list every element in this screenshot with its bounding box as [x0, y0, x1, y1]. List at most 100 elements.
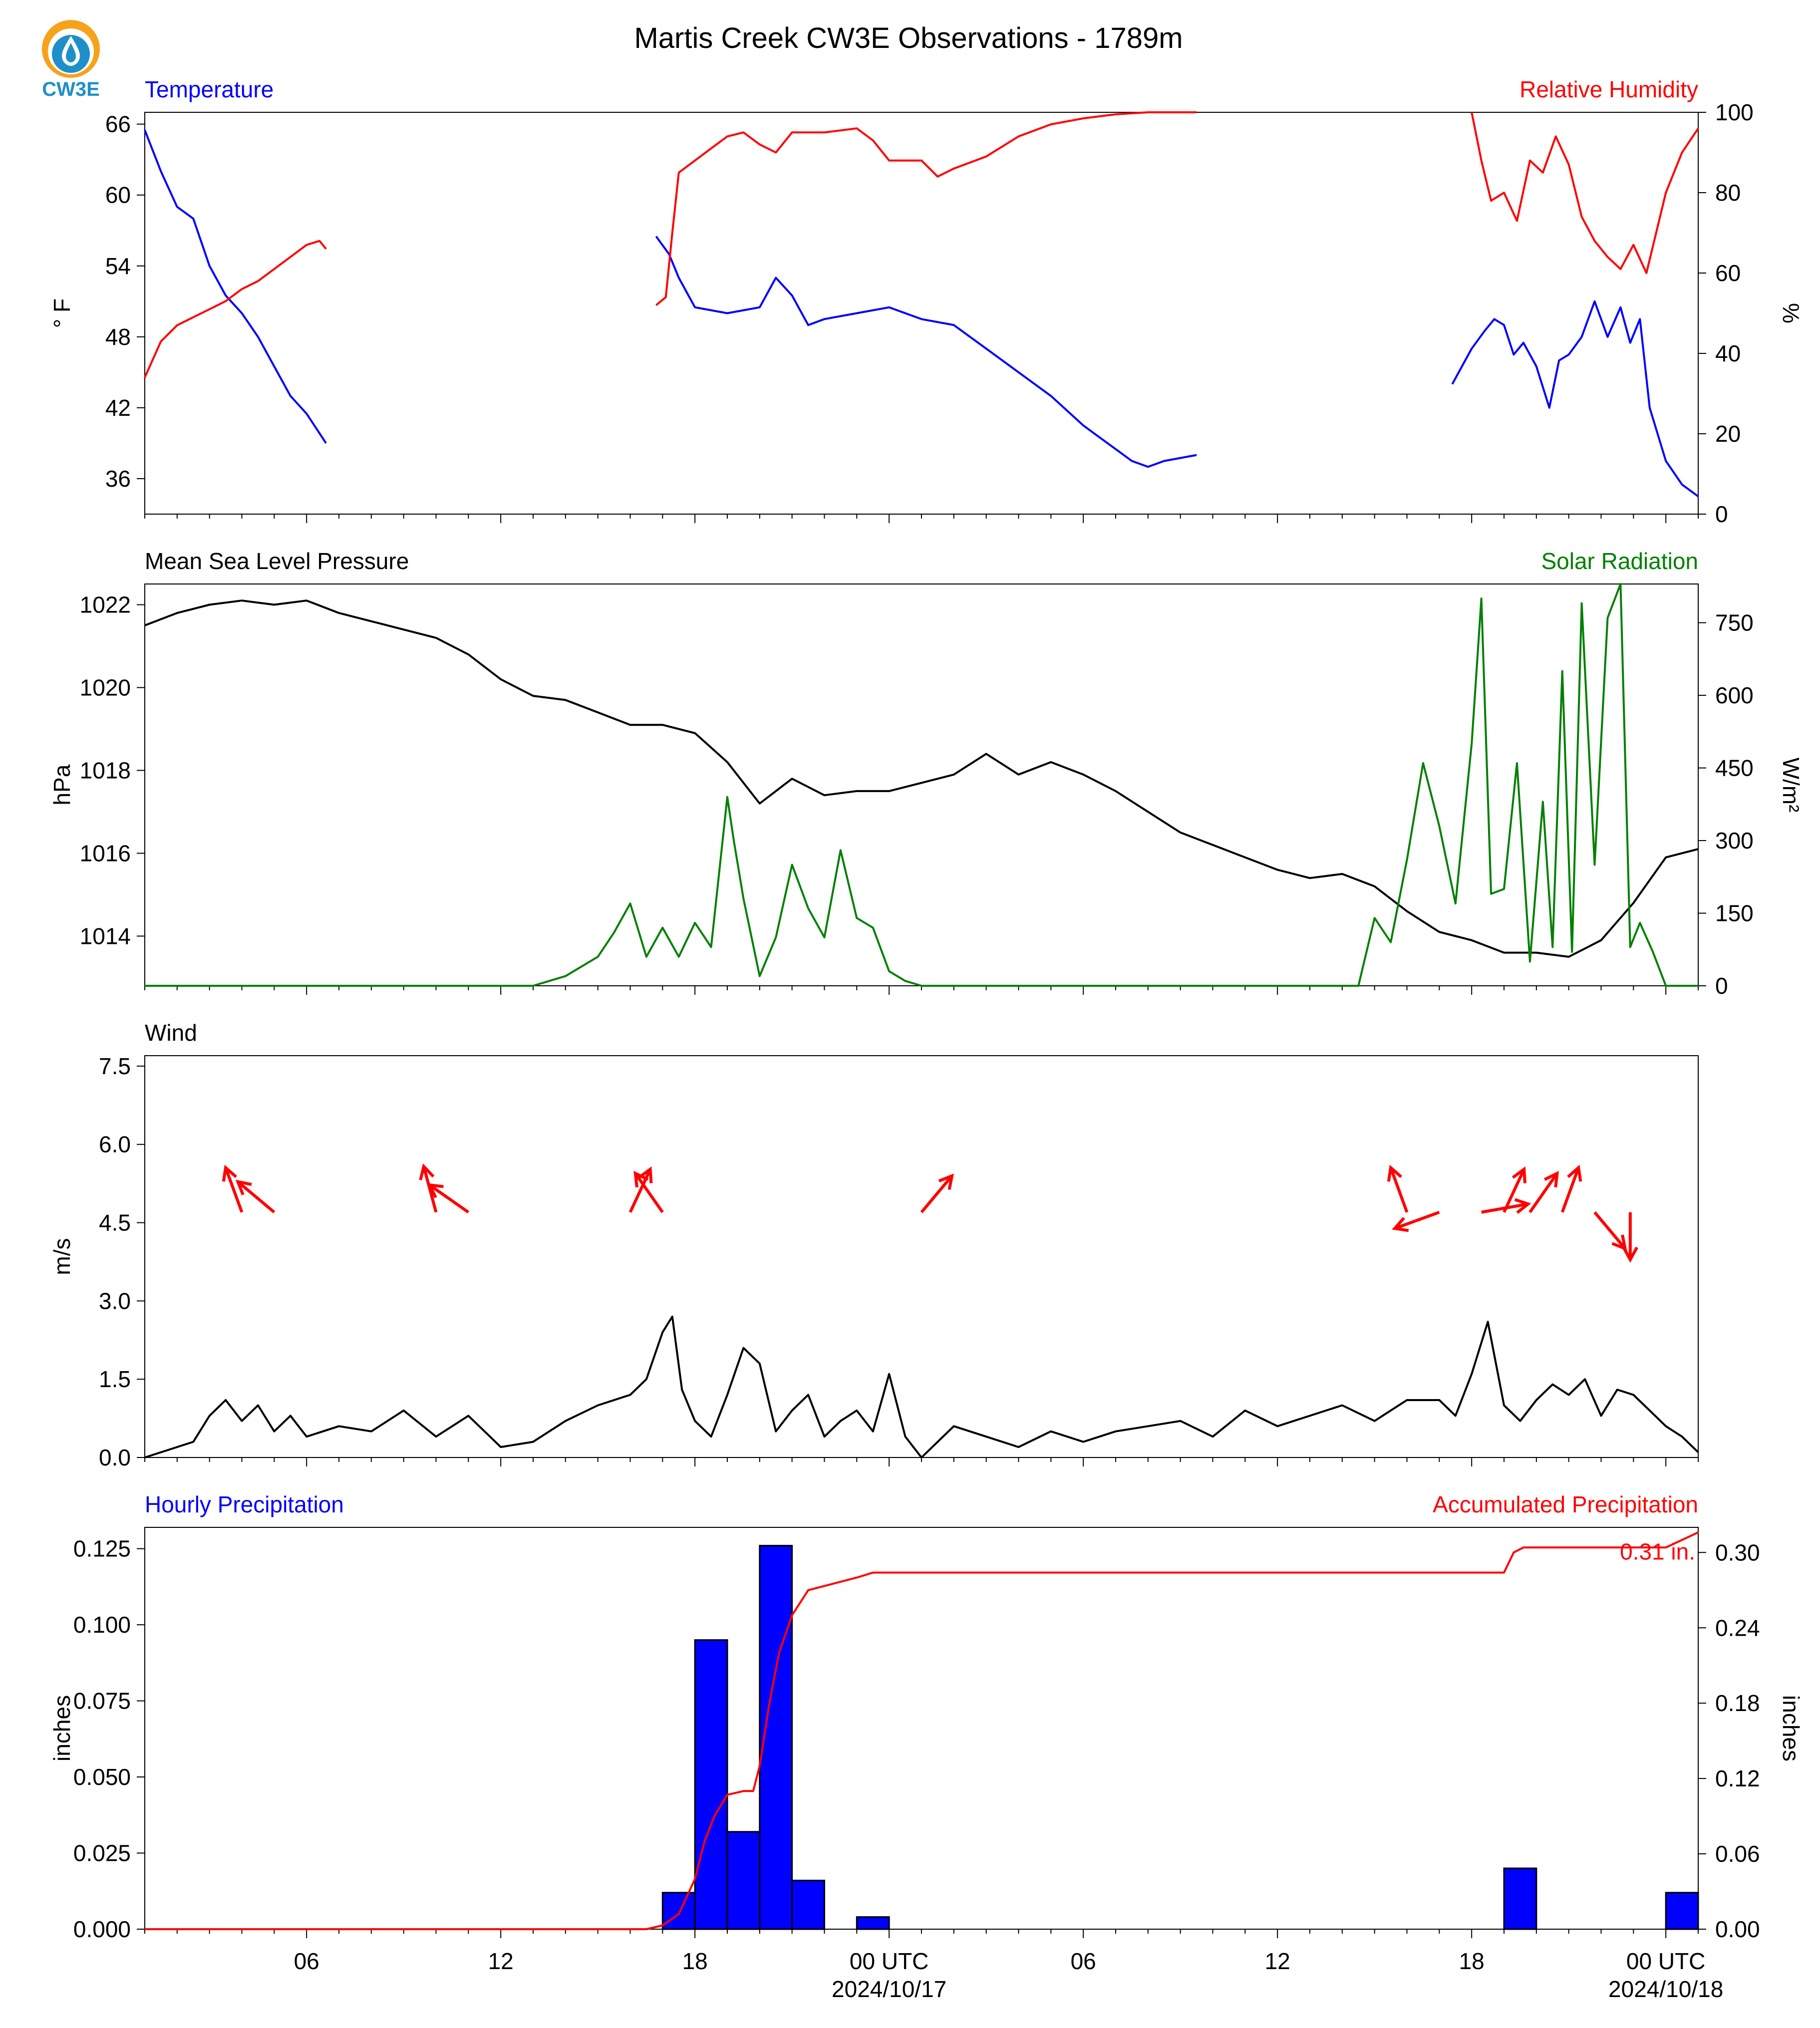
wind-arrow: [1560, 1164, 1582, 1213]
y-tick-label-left: 0.000: [73, 1916, 131, 1942]
panel-title-left: Hourly Precipitation: [145, 1491, 344, 1517]
y-axis-label-left: m/s: [49, 1238, 75, 1275]
series-line-temperature: [655, 236, 1197, 468]
precip-bar: [791, 1879, 825, 1930]
panel-title-left: Wind: [145, 1020, 197, 1046]
plot-frame: [144, 1527, 1699, 1930]
wind-arrow-head: [427, 1183, 444, 1198]
series-line-accumulated-precipitation: [145, 1531, 1699, 1930]
y-tick-label-right: 60: [1715, 260, 1741, 286]
y-tick-label-right: 80: [1715, 180, 1741, 206]
wind-arrow-shaft: [224, 1167, 244, 1213]
x-tick-label: 06: [294, 1948, 319, 1974]
x-date-label: 2024/10/18: [1608, 1976, 1723, 2002]
series-line-wind-speed: [144, 1315, 1699, 1458]
cw3e-logo-icon: [42, 20, 100, 78]
y-tick-label-left: 66: [105, 111, 131, 137]
y-tick-label-left: 0.0: [99, 1445, 131, 1470]
wind-arrow: [1503, 1166, 1526, 1213]
series-line-relative-humidity: [1471, 112, 1699, 274]
y-tick-label-left: 6.0: [99, 1132, 131, 1158]
y-tick-label-right: 600: [1715, 682, 1754, 708]
wind-arrow-head: [1392, 1217, 1409, 1232]
y-axis-label-right: %: [1778, 303, 1804, 323]
y-tick-label-right: 150: [1715, 900, 1754, 926]
wind-arrow-shaft: [920, 1174, 953, 1213]
y-tick-label-left: 1014: [80, 923, 131, 949]
y-tick-label-left: 1.5: [99, 1366, 131, 1392]
wind-arrow-head: [1514, 1198, 1531, 1214]
panel-title-right: Solar Radiation: [1541, 548, 1698, 574]
wind-arrow-head: [938, 1173, 954, 1190]
panel-pressure-solar: Mean Sea Level Pressure Solar Radiation 10…: [49, 548, 1804, 999]
series-line-temperature: [144, 129, 327, 444]
wind-arrow-shaft: [1593, 1211, 1626, 1250]
panel-precipitation: Hourly Precipitation Accumulated Precipit…: [49, 1491, 1804, 1942]
y-tick-label-left: 0.100: [73, 1612, 131, 1638]
y-tick-label-left: 0.075: [73, 1688, 131, 1714]
plot-frame: [144, 1055, 1699, 1458]
y-tick-label-left: 36: [105, 466, 131, 492]
y-tick-label-left: 1020: [80, 674, 131, 700]
precip-bar: [1503, 1867, 1537, 1930]
wind-arrow: [1622, 1212, 1638, 1263]
y-tick-label-left: 0.025: [73, 1840, 131, 1866]
precip-bar: [726, 1831, 761, 1930]
wind-arrow: [419, 1163, 438, 1213]
wind-arrow: [1593, 1211, 1627, 1251]
precip-bar: [661, 1892, 696, 1930]
wind-arrow: [628, 1166, 653, 1213]
x-tick-label: 06: [1071, 1948, 1096, 1974]
y-tick-label-right: 100: [1715, 99, 1754, 125]
y-axis-label-left: hPa: [49, 764, 75, 805]
wind-arrow-head: [1567, 1164, 1582, 1182]
wind-arrow: [1528, 1170, 1559, 1213]
y-tick-label-left: 60: [105, 182, 131, 208]
y-tick-label-left: 42: [105, 395, 131, 421]
series-line-relative-humidity: [144, 240, 327, 378]
x-tick-label: 18: [682, 1948, 708, 1974]
x-date-label: 2024/10/17: [832, 1976, 946, 2002]
wind-arrow-shaft: [1560, 1167, 1580, 1213]
wind-arrow-shaft: [1394, 1210, 1440, 1230]
y-tick-label-left: 3.0: [99, 1288, 131, 1314]
y-tick-label-right: 0.18: [1715, 1690, 1760, 1716]
y-tick-label-right: 450: [1715, 755, 1754, 781]
series-line-temperature: [1451, 300, 1699, 498]
y-tick-label-left: 4.5: [99, 1210, 131, 1236]
wind-arrow-head: [633, 1170, 649, 1187]
wind-arrow: [1387, 1164, 1409, 1213]
x-tick-label: 12: [1265, 1948, 1290, 1974]
wind-arrow-shaft: [634, 1172, 664, 1213]
y-tick-label-left: 0.125: [73, 1536, 131, 1562]
logo-text: CW3E: [42, 78, 100, 100]
wind-arrow-shaft: [1503, 1168, 1525, 1213]
y-tick-label-right: 20: [1715, 421, 1741, 447]
precip-bar: [694, 1639, 728, 1930]
plot-frame: [144, 583, 1699, 986]
wind-arrow: [222, 1164, 244, 1213]
y-tick-label-right: 0.30: [1715, 1539, 1760, 1565]
precip-bar: [1665, 1892, 1699, 1930]
y-tick-label-left: 54: [105, 253, 131, 279]
wind-arrow: [427, 1183, 470, 1214]
y-tick-label-right: 300: [1715, 828, 1754, 854]
y-tick-label-right: 0.24: [1715, 1615, 1760, 1641]
series-line-relative-humidity: [655, 111, 1197, 306]
accumulated-total-label: 0.31 in.: [1620, 1538, 1695, 1564]
panel-title-right: Relative Humidity: [1519, 76, 1698, 102]
wind-arrow: [633, 1170, 664, 1213]
wind-arrow-head: [638, 1166, 653, 1183]
panel-title-left: Mean Sea Level Pressure: [145, 548, 409, 574]
y-axis-label-left: inches: [49, 1695, 75, 1761]
precip-bar: [856, 1916, 890, 1930]
y-tick-label-right: 0.06: [1715, 1841, 1760, 1867]
y-axis-label-right: inches: [1778, 1695, 1804, 1761]
y-tick-label-left: 7.5: [99, 1053, 131, 1079]
series-line-mean-sea-level-pressure: [144, 599, 1699, 958]
y-axis-label-right: W/m²: [1778, 758, 1804, 813]
y-tick-label-right: 0.12: [1715, 1765, 1760, 1791]
y-tick-label-right: 750: [1715, 610, 1754, 636]
wind-arrow-shaft: [628, 1168, 652, 1213]
